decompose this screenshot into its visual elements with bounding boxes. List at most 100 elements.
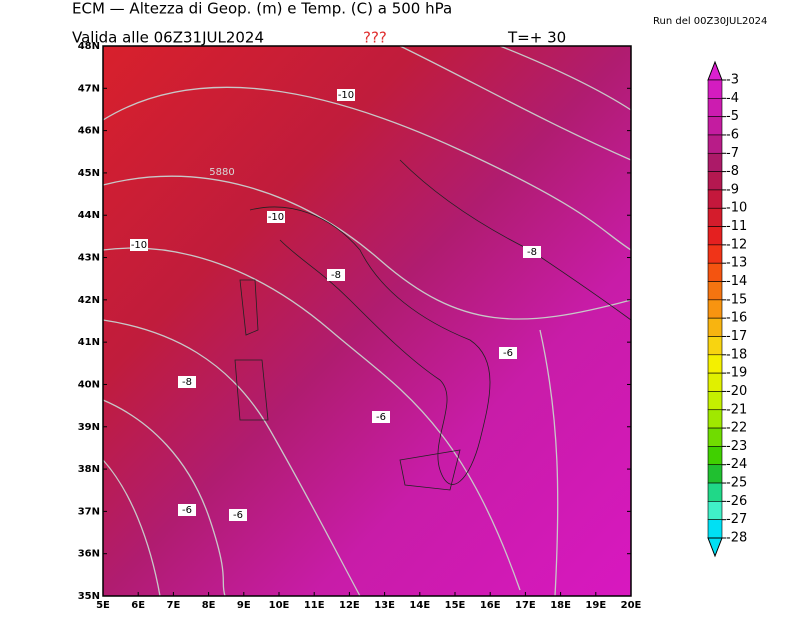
map: 35N 36N 37N 38N 39N 40N 41N 42N 43N 44N 45N 46N 47N 4… bbox=[78, 41, 642, 611]
lon-label: 5E bbox=[96, 600, 110, 611]
contour-label: -8 bbox=[182, 377, 192, 388]
lat-label: 39N bbox=[78, 422, 100, 433]
contour-label: -6 bbox=[503, 348, 513, 359]
colorbar-swatch bbox=[707, 482, 723, 502]
contour-label: -8 bbox=[331, 270, 341, 281]
contour-label-box bbox=[229, 509, 247, 521]
lat-label: 43N bbox=[78, 253, 100, 264]
lat-label: 35N bbox=[78, 591, 100, 602]
lon-label: 10E bbox=[269, 600, 290, 611]
lat-label: 36N bbox=[78, 549, 100, 560]
step: T=+ 30 bbox=[507, 29, 566, 47]
colorbar-swatch bbox=[707, 336, 723, 356]
contour-label-box bbox=[327, 269, 345, 281]
contour-label-box bbox=[267, 211, 285, 223]
colorbar-swatch bbox=[707, 171, 723, 191]
contour-label-box bbox=[130, 239, 148, 251]
colorbar-swatch bbox=[707, 134, 723, 154]
colorbar-swatch bbox=[707, 464, 723, 484]
colorbar-label: -6 bbox=[726, 127, 739, 142]
lat-label: 44N bbox=[78, 210, 100, 221]
colorbar-swatch bbox=[707, 427, 723, 447]
contour-label: -6 bbox=[376, 412, 386, 423]
colorbar-swatch bbox=[707, 519, 723, 539]
graticule-ticks: 35N 36N 37N 38N 39N 40N 41N 42N 43N 44N 45N 46N 47N 4… bbox=[78, 41, 642, 611]
colorbar-swatch bbox=[707, 372, 723, 392]
colorbar-label: -8 bbox=[726, 164, 739, 179]
colorbar-label: -22 bbox=[726, 421, 747, 436]
colorbar-swatch bbox=[707, 317, 723, 337]
lat-label: 40N bbox=[78, 379, 100, 390]
colorbar-label: -17 bbox=[726, 329, 747, 344]
colorbar-label: -10 bbox=[726, 201, 747, 216]
colorbar-arrow-top bbox=[707, 60, 723, 81]
colorbar-label: -20 bbox=[726, 384, 747, 399]
lat-label: 48N bbox=[78, 41, 100, 52]
colorbar-label: -21 bbox=[726, 402, 747, 417]
colorbar-label: -28 bbox=[726, 531, 747, 546]
lon-label: 15E bbox=[445, 600, 466, 611]
lon-label: 17E bbox=[515, 600, 536, 611]
lon-label: 8E bbox=[202, 600, 216, 611]
contour-labels: -10 5880 -10 -10 -8 -8 -6 -8 -6 -6 -6 bbox=[130, 89, 541, 521]
contour-label-box bbox=[178, 504, 196, 516]
lon-label: 13E bbox=[374, 600, 395, 611]
lon-label: 6E bbox=[131, 600, 145, 611]
colorbar-label: -18 bbox=[726, 347, 747, 362]
lat-label: 47N bbox=[78, 83, 100, 94]
contour-label: -10 bbox=[338, 90, 354, 101]
colorbar-arrow-bottom bbox=[707, 537, 723, 558]
colorbar-label: -24 bbox=[726, 457, 747, 472]
colorbar: -3 -4 -5 -6 -7 -8 -9 -10 -11 -12 -13 -14 -15 -16 -17 -1… bbox=[707, 60, 747, 558]
colorbar-label: -23 bbox=[726, 439, 747, 454]
colorbar-swatch bbox=[707, 299, 723, 319]
colorbar-swatch bbox=[707, 79, 723, 99]
lat-label: 38N bbox=[78, 464, 100, 475]
contour-label-box bbox=[499, 347, 517, 359]
contour-label-box bbox=[372, 411, 390, 423]
contour-label: -10 bbox=[268, 212, 284, 223]
colorbar-swatch bbox=[707, 391, 723, 411]
colorbar-swatch bbox=[707, 207, 723, 227]
colorbar-swatch bbox=[707, 262, 723, 282]
colorbar-swatch bbox=[707, 354, 723, 374]
title: ECM — Altezza di Geop. (m) e Temp. (C) a… bbox=[72, 0, 452, 18]
lon-label: 9E bbox=[237, 600, 251, 611]
lat-label: 42N bbox=[78, 295, 100, 306]
lon-label: 19E bbox=[585, 600, 606, 611]
colorbar-label: -4 bbox=[726, 91, 739, 106]
colorbar-label: -11 bbox=[726, 219, 747, 234]
colorbar-swatch bbox=[707, 409, 723, 429]
colorbar-label: -16 bbox=[726, 311, 747, 326]
lon-label: 18E bbox=[550, 600, 571, 611]
colorbar-swatch bbox=[707, 446, 723, 466]
contour-label: -8 bbox=[527, 247, 537, 258]
lat-label: 41N bbox=[78, 337, 100, 348]
flag: ??? bbox=[363, 29, 387, 47]
lon-label: 14E bbox=[409, 600, 430, 611]
colorbar-swatch bbox=[707, 116, 723, 136]
geopotential-contours bbox=[102, 45, 632, 597]
contour-label: -10 bbox=[131, 240, 147, 251]
contour-label-box bbox=[523, 246, 541, 258]
valid-time: Valida alle 06Z31JUL2024 bbox=[72, 29, 264, 47]
contour-label-box bbox=[178, 376, 196, 388]
run-time: Run del 00Z30JUL2024 bbox=[653, 16, 767, 27]
lon-label: 16E bbox=[480, 600, 501, 611]
colorbar-label: -25 bbox=[726, 476, 747, 491]
colorbar-swatch bbox=[707, 244, 723, 264]
lon-label: 20E bbox=[621, 600, 642, 611]
lat-label: 37N bbox=[78, 506, 100, 517]
colorbar-label: -27 bbox=[726, 512, 747, 527]
colorbar-swatch bbox=[707, 98, 723, 117]
colorbar-swatch bbox=[707, 501, 723, 520]
contour-label-box bbox=[337, 89, 355, 101]
contour-label: -6 bbox=[182, 505, 192, 516]
colorbar-label: -7 bbox=[726, 146, 739, 161]
lon-label: 7E bbox=[167, 600, 181, 611]
colorbar-label: -14 bbox=[726, 274, 747, 289]
contour-label: -6 bbox=[233, 510, 243, 521]
lon-label: 12E bbox=[339, 600, 360, 611]
